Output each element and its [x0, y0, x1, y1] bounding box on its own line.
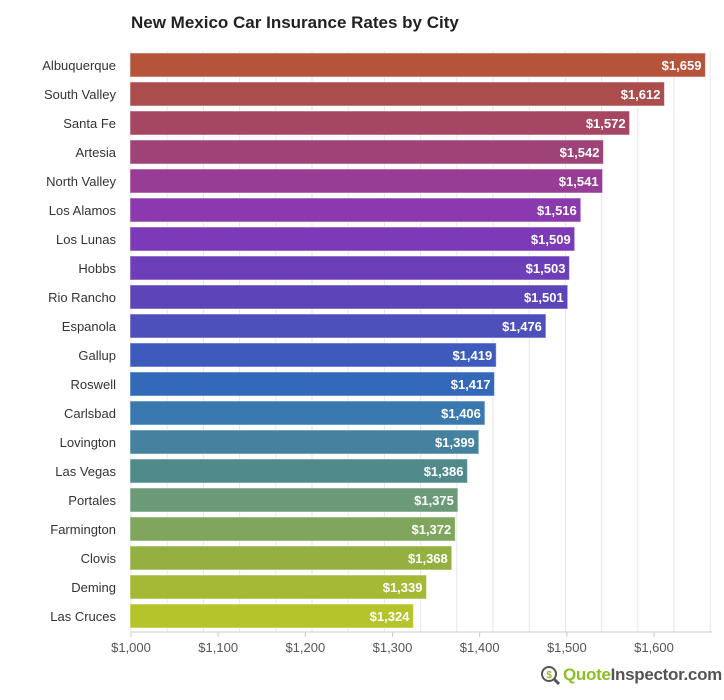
category-label: Los Lunas — [56, 232, 116, 247]
logo-text-inspector: Inspector.com — [610, 665, 723, 684]
data-label: $1,516 — [537, 203, 577, 218]
data-label: $1,419 — [452, 348, 492, 363]
data-label: $1,324 — [370, 609, 411, 624]
data-label: $1,476 — [502, 319, 542, 334]
bar[interactable] — [129, 516, 456, 542]
x-tick-label: $1,200 — [285, 640, 325, 655]
svg-text:$: $ — [546, 670, 552, 681]
quoteinspector-logo: $ Quote Inspector.com — [540, 665, 722, 685]
category-label: South Valley — [44, 87, 117, 102]
data-label: $1,399 — [435, 435, 475, 450]
data-label: $1,372 — [411, 522, 451, 537]
bar[interactable] — [129, 400, 486, 426]
category-label: North Valley — [46, 174, 116, 189]
data-label: $1,542 — [560, 145, 600, 160]
data-label: $1,659 — [662, 58, 702, 73]
x-tick-label: $1,000 — [111, 640, 151, 655]
category-label: Artesia — [76, 145, 117, 160]
category-label: Portales — [68, 493, 116, 508]
category-label: Lovington — [60, 435, 116, 450]
data-label: $1,406 — [441, 406, 481, 421]
bar[interactable] — [129, 574, 427, 600]
bar[interactable] — [129, 52, 706, 78]
category-label: Santa Fe — [63, 116, 116, 131]
data-label: $1,368 — [408, 551, 448, 566]
bar[interactable] — [129, 603, 414, 629]
bar[interactable] — [129, 342, 497, 368]
category-label: Hobbs — [78, 261, 116, 276]
category-label: Las Cruces — [50, 609, 116, 624]
bar[interactable] — [129, 458, 468, 484]
magnifier-dollar-icon: $ — [541, 666, 560, 685]
category-label: Espanola — [62, 319, 117, 334]
bar[interactable] — [129, 226, 576, 252]
x-tick-label: $1,100 — [198, 640, 238, 655]
data-label: $1,612 — [621, 87, 661, 102]
category-label: Clovis — [81, 551, 117, 566]
data-label: $1,386 — [424, 464, 464, 479]
data-label: $1,509 — [531, 232, 571, 247]
data-label: $1,572 — [586, 116, 626, 131]
data-label: $1,417 — [451, 377, 491, 392]
bar[interactable] — [129, 371, 495, 397]
bar[interactable] — [129, 429, 480, 455]
category-label: Las Vegas — [55, 464, 116, 479]
bar[interactable] — [129, 284, 569, 310]
logo-text-quote: Quote — [563, 665, 611, 684]
category-label: Albuquerque — [42, 58, 116, 73]
bar[interactable] — [129, 81, 665, 107]
category-label: Deming — [71, 580, 116, 595]
data-label: $1,503 — [526, 261, 566, 276]
category-label: Carlsbad — [64, 406, 116, 421]
data-label: $1,375 — [414, 493, 454, 508]
bar[interactable] — [129, 197, 582, 223]
category-label: Gallup — [78, 348, 116, 363]
category-label: Los Alamos — [49, 203, 117, 218]
bar[interactable] — [129, 545, 453, 571]
data-label: $1,541 — [559, 174, 599, 189]
bar[interactable] — [129, 168, 604, 194]
bar[interactable] — [129, 139, 604, 165]
bar[interactable] — [129, 313, 547, 339]
x-tick-label: $1,400 — [460, 640, 500, 655]
bar[interactable] — [129, 487, 459, 513]
data-label: $1,339 — [383, 580, 423, 595]
data-label: $1,501 — [524, 290, 564, 305]
x-tick-label: $1,600 — [634, 640, 674, 655]
x-tick-label: $1,500 — [547, 640, 587, 655]
bar[interactable] — [129, 255, 570, 281]
category-label: Roswell — [70, 377, 116, 392]
category-label: Farmington — [50, 522, 116, 537]
category-label: Rio Rancho — [48, 290, 116, 305]
x-tick-label: $1,300 — [373, 640, 413, 655]
bar[interactable] — [129, 110, 631, 136]
chart-title: New Mexico Car Insurance Rates by City — [131, 13, 459, 32]
